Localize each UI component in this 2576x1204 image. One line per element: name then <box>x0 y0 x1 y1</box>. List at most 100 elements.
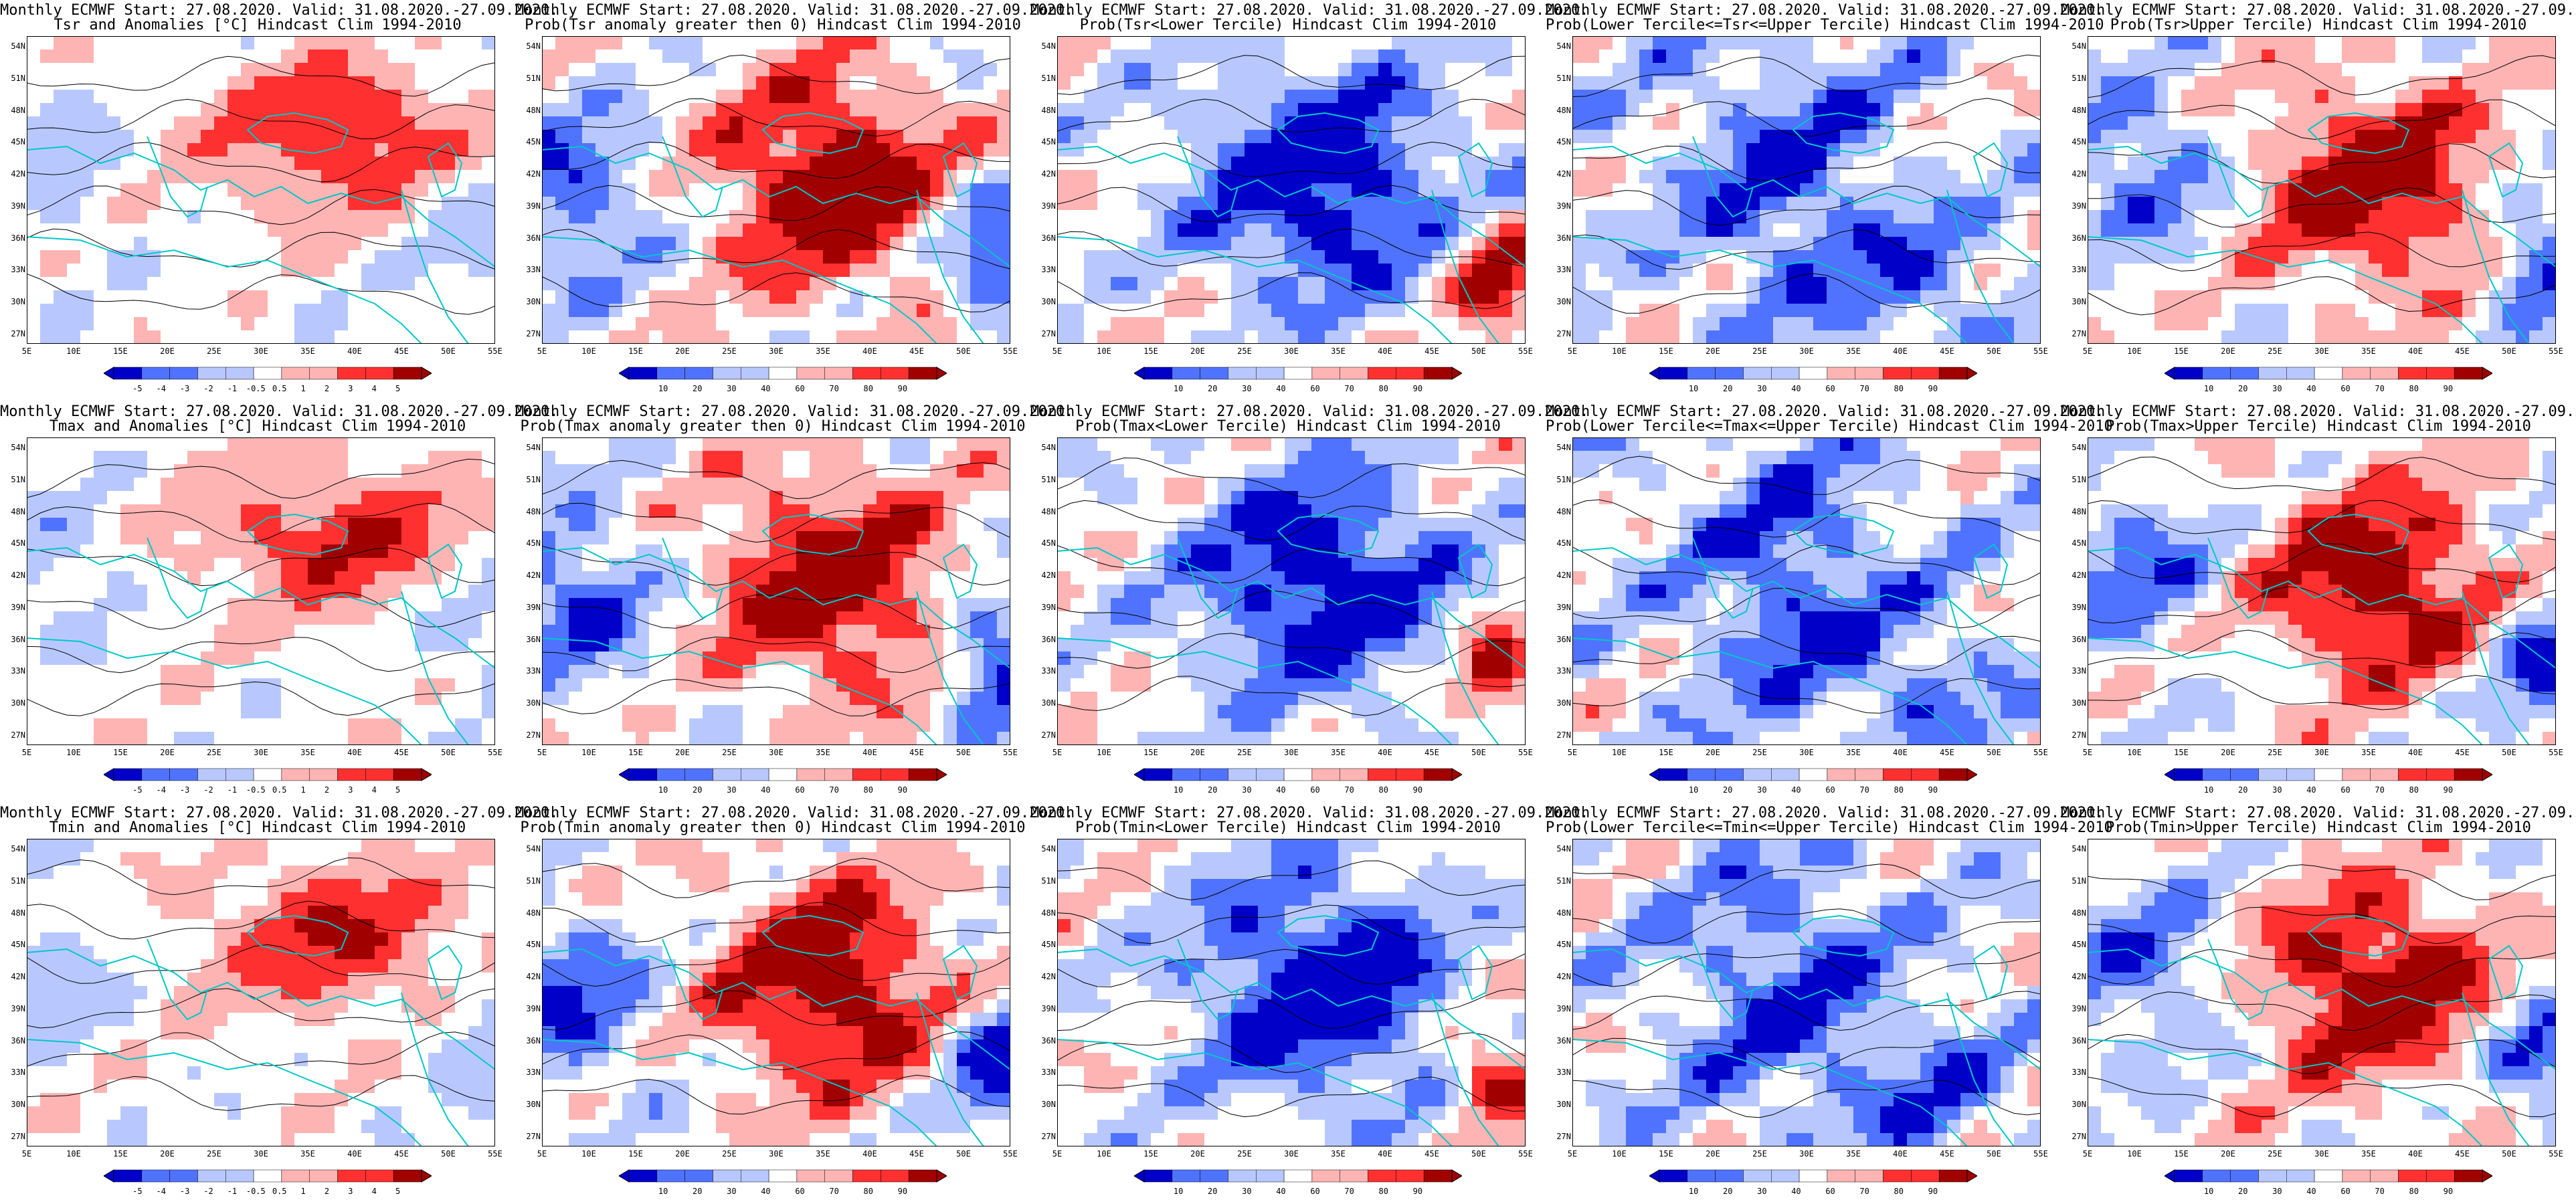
field-cell <box>241 76 255 90</box>
field-cell <box>2195 290 2209 304</box>
field-cell <box>984 183 998 197</box>
field-cell <box>281 464 295 478</box>
colorbar-segment <box>1743 367 1772 380</box>
field-cell <box>1137 116 1152 130</box>
field-cell <box>482 143 495 157</box>
field-cell <box>1599 90 1613 104</box>
field-cell <box>729 277 743 291</box>
field-cell <box>94 183 108 197</box>
field-cell <box>1947 237 1961 251</box>
panel-title-line2: Prob(Lower Tercile<=Tsr<=Upper Tercile) … <box>1546 17 2104 33</box>
field-cell <box>294 304 308 318</box>
field-cell <box>428 76 442 90</box>
field-cell <box>1679 290 1693 304</box>
field-cell <box>984 197 998 211</box>
field-cell <box>1934 330 1948 344</box>
field-cell <box>1472 277 1486 291</box>
field-cell <box>2208 49 2222 64</box>
field-cell <box>214 76 228 90</box>
field-cell <box>147 330 161 344</box>
field-cell <box>595 130 610 144</box>
field-cell <box>2516 264 2530 278</box>
field-cell <box>2422 36 2436 50</box>
field-cell <box>1840 210 1854 224</box>
field-cell <box>2027 223 2041 237</box>
field-cell <box>1639 90 1653 104</box>
colorbar-segment <box>1311 367 1340 380</box>
field-cell <box>2288 237 2302 251</box>
field-cell <box>810 250 824 264</box>
field-cell <box>321 116 335 130</box>
field-cell <box>796 90 810 104</box>
field-cell <box>1679 36 1693 50</box>
field-cell <box>40 250 54 264</box>
field-cell <box>134 130 148 144</box>
field-cell <box>40 330 54 344</box>
panel-title-line2: Prob(Tsr>Upper Tercile) Hindcast Clim 19… <box>2110 17 2527 33</box>
field-cell <box>863 223 877 237</box>
field-cell <box>1164 76 1178 90</box>
field-cell <box>1271 63 1285 77</box>
field-cell <box>2382 210 2396 224</box>
field-cell <box>1720 197 1734 211</box>
field-cell <box>281 437 295 452</box>
field-cell <box>2288 103 2302 117</box>
field-cell <box>970 183 984 197</box>
field-cell <box>2516 183 2530 197</box>
field-cell <box>542 143 556 157</box>
field-cell <box>67 36 81 50</box>
field-cell <box>2342 317 2356 331</box>
field-cell <box>609 330 623 344</box>
field-cell <box>850 116 864 130</box>
field-cell <box>1987 157 2001 171</box>
field-cell <box>281 197 295 211</box>
field-cell <box>756 277 770 291</box>
field-cell <box>388 223 402 237</box>
lon-tick-label: 45E <box>394 346 409 356</box>
field-cell <box>120 157 134 171</box>
field-cell <box>2141 116 2155 130</box>
field-cell <box>134 478 148 492</box>
field-cell <box>609 264 623 278</box>
field-cell <box>769 317 784 331</box>
field-cell <box>1512 317 1526 331</box>
field-cell <box>27 544 41 559</box>
field-cell <box>1472 317 1486 331</box>
field-cell <box>743 143 757 157</box>
field-cell <box>1626 223 1640 237</box>
field-cell <box>201 638 215 652</box>
field-cell <box>1084 290 1098 304</box>
field-cell <box>54 210 68 224</box>
field-cell <box>1626 49 1640 64</box>
field-cell <box>1586 143 1600 157</box>
field-cell <box>1097 157 1111 171</box>
field-cell <box>281 237 295 251</box>
field-cell <box>1813 157 1827 171</box>
field-cell <box>1666 49 1680 64</box>
field-cell <box>2221 116 2235 130</box>
field-cell <box>2382 317 2396 331</box>
field-cell <box>54 678 68 692</box>
field-cell <box>174 210 188 224</box>
field-cell <box>943 277 957 291</box>
field-cell <box>321 36 335 50</box>
field-cell <box>1258 103 1272 117</box>
field-cell <box>214 103 228 117</box>
field-cell <box>836 317 850 331</box>
lon-tick-label: 5E <box>2082 346 2093 356</box>
field-cell <box>268 464 282 478</box>
field-cell <box>214 197 228 211</box>
map-panel: Monthly ECMWF Start: 27.08.2020. Valid: … <box>1546 0 2104 401</box>
field-cell <box>1720 304 1734 318</box>
field-cell <box>2516 103 2530 117</box>
field-cell <box>1934 76 1948 90</box>
field-cell <box>1934 63 1948 77</box>
field-cell <box>1693 197 1707 211</box>
field-cell <box>2248 197 2262 211</box>
field-cell <box>1706 103 1720 117</box>
field-cell <box>2543 63 2556 77</box>
coastline <box>401 189 469 344</box>
field-cell <box>729 237 743 251</box>
field-cell <box>348 611 362 625</box>
field-cell <box>401 143 416 157</box>
